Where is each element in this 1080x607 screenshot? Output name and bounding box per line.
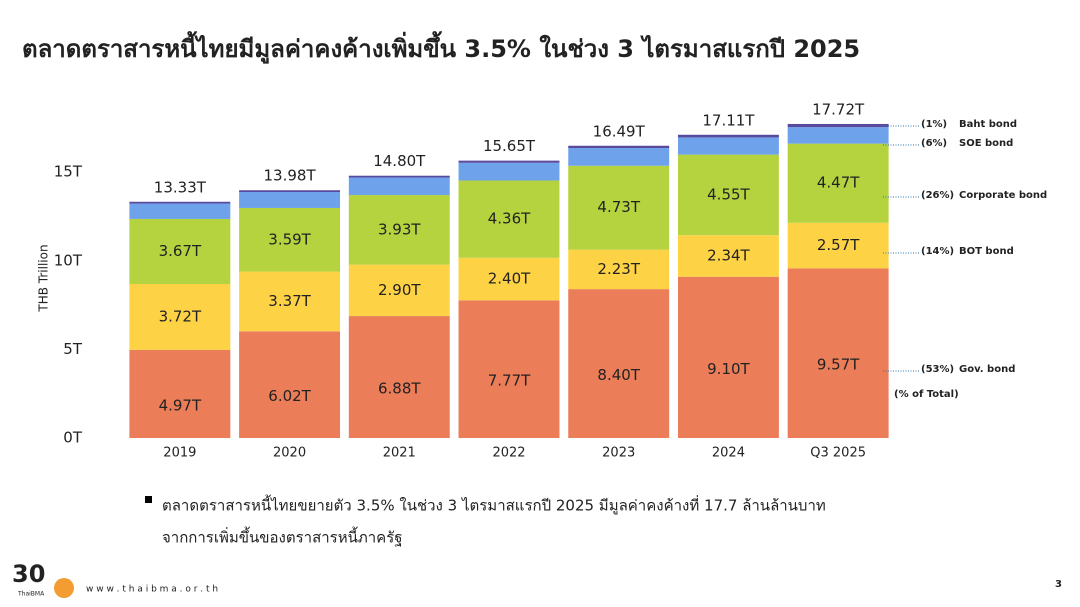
bullet-text: ตลาดตราสารหนี้ไทยขยายตัว 3.5% ในช่วง 3 ไ… (162, 495, 826, 515)
bar-segment (348, 175, 450, 178)
value-label: 2.34T (707, 246, 750, 264)
bar-segment (787, 123, 889, 128)
bar-segment (458, 300, 560, 438)
page-number: 3 (1055, 579, 1062, 590)
legend-share: (6%) (921, 138, 947, 149)
value-label: 2.23T (597, 260, 640, 278)
value-label: 4.97T (159, 396, 202, 414)
legend-share: (53%) (921, 364, 954, 375)
bar-segment (239, 271, 341, 332)
bar-segment (348, 264, 450, 317)
value-label: 3.93T (378, 220, 421, 238)
bar-segment (677, 235, 779, 277)
bar-segment (568, 289, 670, 438)
bar-segment (458, 257, 560, 301)
total-label: 16.49T (593, 122, 646, 140)
bar-segment (129, 218, 231, 284)
logo-text: ThaiBMA (17, 591, 45, 598)
value-label: 6.88T (378, 380, 421, 398)
legend-name: Baht bond (959, 119, 1017, 130)
bar-segment (129, 203, 231, 219)
y-tick-label: 10T (54, 251, 83, 269)
bar-segment (568, 249, 670, 290)
x-tick-label: 2019 (163, 446, 196, 461)
legend-name: Gov. bond (959, 364, 1015, 375)
logo-flower (54, 578, 74, 598)
value-label: 4.55T (707, 185, 750, 203)
x-tick-label: 2020 (273, 446, 306, 461)
value-label: 2.40T (488, 270, 531, 288)
slide-title: ตลาดตราสารหนี้ไทยมีมูลค่าคงค้างเพิ่มขึ้น… (22, 30, 860, 64)
total-label: 15.65T (483, 137, 536, 155)
x-tick-label: 2023 (602, 446, 635, 461)
value-label: 7.77T (488, 372, 531, 390)
bar-segment (677, 154, 779, 236)
bar-segment (348, 195, 450, 265)
total-label: 14.80T (373, 152, 426, 170)
total-label: 17.11T (702, 111, 755, 129)
value-label: 3.59T (268, 230, 311, 248)
value-label: 4.73T (597, 198, 640, 216)
value-label: 3.72T (159, 307, 202, 325)
legend-name: BOT bond (959, 246, 1014, 257)
bar-segment (568, 145, 670, 149)
share-note: (% of Total) (894, 389, 959, 400)
bar-segment (129, 201, 231, 204)
bullet-marker (145, 496, 152, 503)
bar-segment (568, 165, 670, 250)
bar-segment (348, 177, 450, 196)
bar-segment (787, 143, 889, 223)
bar-segment (787, 127, 889, 144)
value-label: 8.40T (597, 366, 640, 384)
bar-segment (677, 276, 779, 438)
bar-segment (568, 148, 670, 166)
total-label: 13.98T (264, 167, 317, 185)
logo-number: 30 (12, 560, 45, 588)
bar-segment (677, 137, 779, 155)
value-label: 3.67T (159, 242, 202, 260)
value-label: 2.57T (817, 236, 860, 254)
bar-segment (458, 162, 560, 181)
total-label: 13.33T (154, 178, 207, 196)
y-tick-label: 5T (63, 340, 83, 358)
bullet-text: จากการเพิ่มขึ้นของตราสารหนี้ภาครัฐ (162, 527, 403, 547)
bar-segment (787, 268, 889, 438)
total-label: 17.72T (812, 100, 865, 118)
bar-segment (239, 207, 341, 272)
value-label: 3.37T (268, 292, 311, 310)
website: w w w . t h a i b m a . o r . t h (86, 585, 218, 595)
bar-segment (458, 180, 560, 258)
x-tick-label: Q3 2025 (810, 446, 866, 461)
bar-segment (239, 331, 341, 438)
bar-segment (348, 316, 450, 438)
legend-share: (26%) (921, 190, 954, 201)
legend-share: (1%) (921, 119, 947, 130)
legend-name: SOE bond (959, 138, 1013, 149)
bar-segment (129, 283, 231, 350)
value-label: 2.90T (378, 281, 421, 299)
bar-segment (458, 160, 560, 163)
y-tick-label: 0T (63, 429, 83, 447)
x-tick-label: 2024 (712, 446, 745, 461)
value-label: 9.10T (707, 360, 750, 378)
value-label: 6.02T (268, 387, 311, 405)
value-label: 9.57T (817, 356, 860, 374)
bar-segment (677, 134, 779, 138)
legend-name: Corporate bond (959, 190, 1047, 201)
bar-segment (787, 222, 889, 269)
y-axis-label: THB Trillion (37, 244, 51, 312)
y-tick-label: 15T (54, 163, 83, 181)
value-label: 4.47T (817, 174, 860, 192)
bar-segment (239, 190, 341, 193)
x-tick-label: 2022 (492, 446, 525, 461)
value-label: 4.36T (488, 210, 531, 228)
legend-share: (14%) (921, 246, 954, 257)
x-tick-label: 2021 (383, 446, 416, 461)
bar-segment (129, 349, 231, 438)
bar-segment (239, 192, 341, 208)
